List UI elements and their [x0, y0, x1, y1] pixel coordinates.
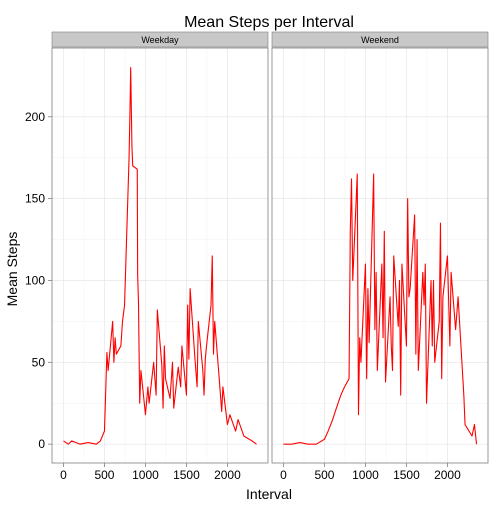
- y-tick-label: 100: [25, 273, 45, 287]
- x-tick-label: 2000: [214, 468, 241, 482]
- x-tick-label: 0: [60, 468, 67, 482]
- x-tick-label: 2000: [434, 468, 461, 482]
- series-line-weekday: [63, 67, 257, 445]
- panel-weekday: Weekday 0 500 1000 1500 2000 0 50 100 150 200: [25, 31, 269, 482]
- y-tick-label: 0: [38, 437, 45, 451]
- x-tick-label: 1000: [132, 468, 159, 482]
- x-tick-label: 1500: [393, 468, 420, 482]
- series-line-weekend: [283, 173, 478, 445]
- facet-strip-weekday: [51, 31, 269, 48]
- facet-panels: Weekday 0 500 1000 1500 2000 0 50 100 150 200 Weeke…: [25, 31, 489, 482]
- y-tick-label: 200: [25, 110, 45, 124]
- facet-strip-weekend: [271, 31, 489, 48]
- chart-title: Mean Steps per Interval: [184, 14, 354, 31]
- x-tick-label: 1500: [173, 468, 200, 482]
- panel-weekend: Weekend 0 500 1000 1500 2000: [271, 31, 489, 482]
- x-tick-label: 0: [280, 468, 287, 482]
- plot-background-weekend: [272, 48, 488, 463]
- facet-label-weekday: Weekday: [141, 35, 179, 45]
- y-axis-label: Mean Steps: [4, 232, 20, 307]
- panel-border-weekday: [51, 47, 269, 464]
- y-tick-label: 150: [25, 192, 45, 206]
- x-axis-label: Interval: [246, 486, 292, 502]
- panel-border-weekend: [271, 47, 489, 464]
- y-tick-label: 50: [32, 355, 46, 369]
- x-tick-label: 500: [94, 468, 114, 482]
- x-tick-label: 1000: [352, 468, 379, 482]
- plot-background-weekday: [52, 48, 268, 463]
- facet-label-weekend: Weekend: [361, 35, 399, 45]
- x-tick-label: 500: [314, 468, 334, 482]
